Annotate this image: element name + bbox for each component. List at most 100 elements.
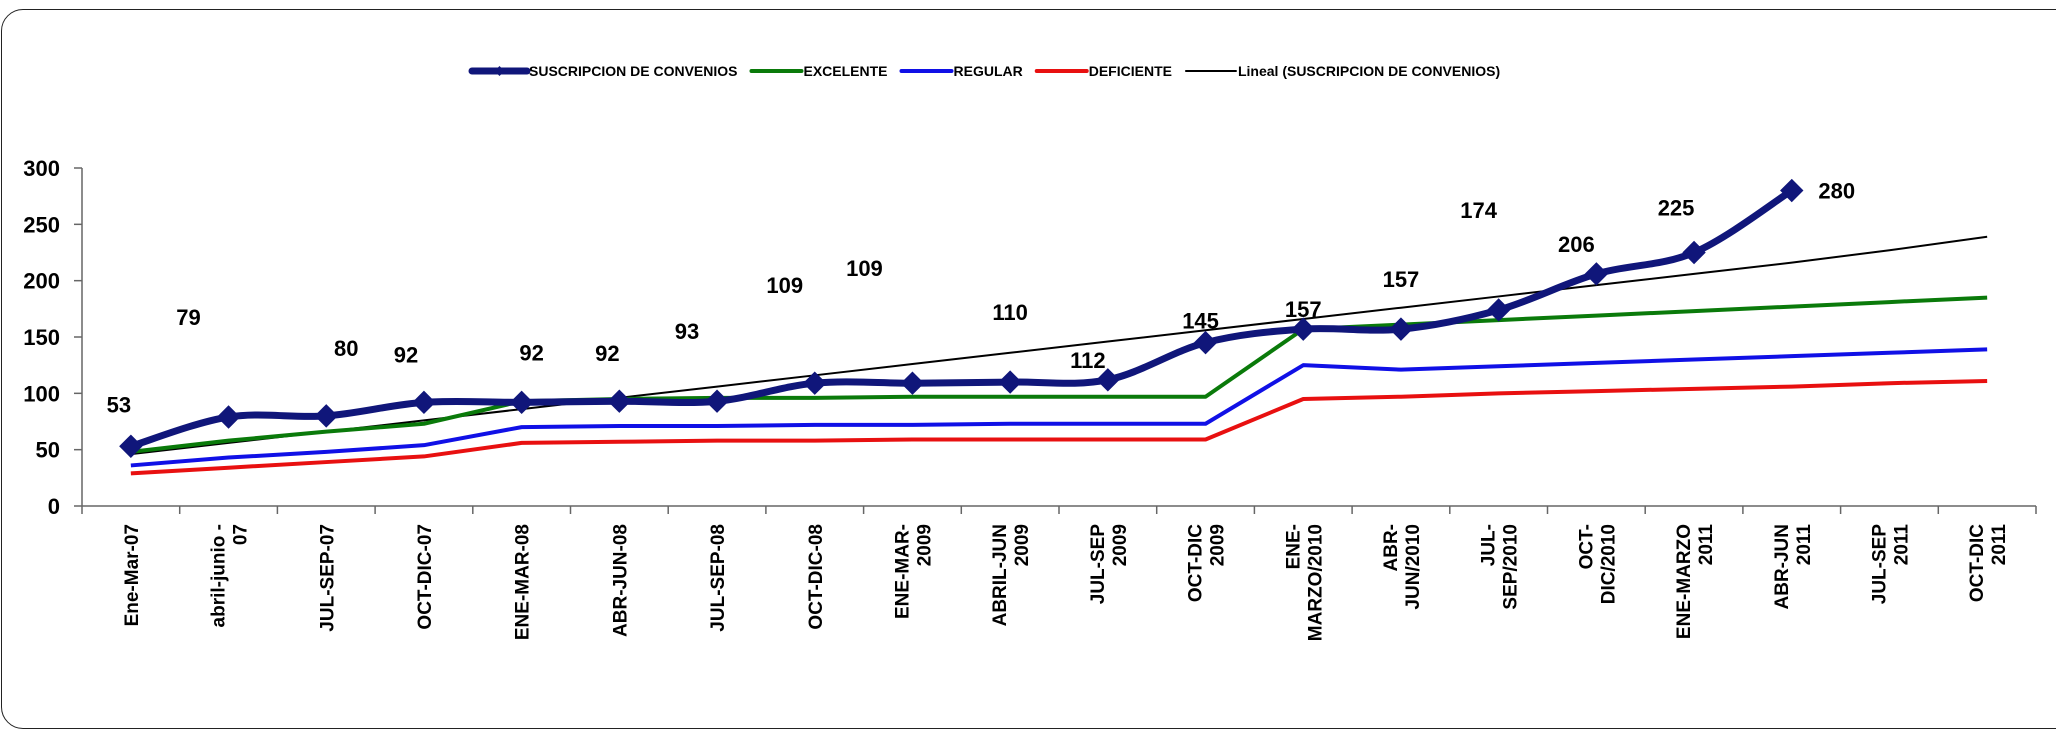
x-tick-label-line: ENE-MAR- (892, 524, 913, 619)
x-tick-label-line: JUN/2010 (1403, 524, 1424, 610)
data-point-marker (412, 390, 436, 415)
legend-marker (494, 66, 505, 76)
data-point-marker (1780, 178, 1804, 203)
data-labels: 53 79 80 92 92 92 93 109 109 110 112 145 157 157 174 20… (107, 179, 1856, 418)
x-tick-label-line: abril-junio - (209, 524, 230, 627)
x-tick-label-line: ENE- (1283, 524, 1304, 569)
x-tick-label-line: 2009 (1208, 524, 1229, 566)
x-tick-label: ENE-MAR-08 (513, 524, 534, 640)
data-label: 92 (394, 342, 418, 367)
series-line-regular (130, 347, 1988, 468)
x-tick-label-line: ABR- (1381, 524, 1402, 572)
x-tick-label-line: ENE-MAR-08 (513, 524, 534, 640)
x-tick-label-line: DIC/2010 (1598, 524, 1619, 604)
x-tick-label-line: ENE-MARZO (1674, 524, 1695, 639)
x-tick-label: OCT-DIC2011 (1967, 524, 2010, 603)
x-tick-label-line: 2011 (1989, 524, 2010, 566)
x-tick-label-line: ABR-JUN (1772, 524, 1793, 610)
data-label: 157 (1383, 267, 1420, 292)
line-chart: SUSCRIPCION DE CONVENIOS EXCELENTE REGULAR… (23, 63, 2037, 641)
data-label: 206 (1558, 232, 1595, 257)
x-axis: Ene-Mar-07 abril-junio -07 JUL-SEP-07 OCT-D… (81, 505, 2037, 641)
data-point-marker (1682, 240, 1706, 265)
x-tick-label-line: 2011 (1696, 524, 1717, 566)
data-point-marker (607, 389, 632, 413)
x-tick-label: ABR-JUN/2010 (1381, 524, 1424, 610)
data-point-marker (119, 434, 143, 458)
x-tick-label-line: JUL- (1479, 524, 1500, 566)
data-label: 225 (1658, 196, 1695, 221)
data-point-marker (1291, 317, 1315, 341)
x-tick-label: Ene-Mar-07 (122, 524, 143, 626)
y-tick-label: 50 (36, 438, 60, 463)
x-tick-label: JUL-SEP-07 (317, 524, 338, 632)
x-tick-label-line: JUL-SEP (1869, 524, 1890, 605)
x-tick-label-line: OCT-DIC-08 (806, 524, 827, 630)
data-point-marker (900, 371, 925, 395)
x-tick-label: ABRIL-JUN2009 (990, 524, 1033, 626)
x-tick-label: abril-junio -07 (209, 524, 252, 627)
x-tick-label-line: Ene-Mar-07 (122, 524, 143, 626)
data-point-marker (1486, 298, 1511, 322)
data-point-marker (998, 370, 1022, 394)
x-tick-label: OCT-DIC2009 (1186, 524, 1229, 602)
x-tick-label-line: JUL-SEP-08 (708, 524, 729, 632)
legend-label-excelente: EXCELENTE (803, 63, 887, 79)
data-label: 92 (519, 340, 543, 365)
x-tick-label-line: JUL-SEP-07 (317, 524, 338, 632)
y-tick-label: 150 (23, 325, 60, 350)
x-tick-label: OCT-DIC/2010 (1576, 524, 1619, 604)
y-tick-label: 250 (23, 212, 60, 237)
x-tick-label: OCT-DIC-08 (806, 524, 827, 630)
y-tick-label: 200 (23, 269, 60, 294)
data-label: 53 (107, 392, 131, 417)
x-tick-label: JUL-SEP2009 (1088, 524, 1131, 605)
data-label: 92 (595, 341, 619, 366)
data-label: 79 (176, 305, 200, 330)
legend-label-deficiente: DEFICIENTE (1089, 63, 1172, 79)
data-point-marker (216, 405, 241, 429)
x-tick-label: JUL-SEP-08 (708, 524, 729, 632)
legend-label-regular: REGULAR (954, 63, 1023, 79)
x-tick-label: OCT-DIC-07 (415, 524, 436, 630)
data-point-marker (509, 390, 534, 415)
data-point-marker (705, 389, 729, 413)
data-label: 145 (1182, 309, 1219, 334)
data-label: 93 (675, 319, 699, 344)
legend: SUSCRIPCION DE CONVENIOS EXCELENTE REGULAR… (468, 63, 1500, 79)
data-label: 80 (334, 336, 358, 361)
x-tick-label-line: 2009 (1012, 524, 1033, 566)
data-label: 109 (846, 256, 883, 281)
x-tick-label-line: JUL-SEP (1088, 524, 1109, 605)
data-label: 109 (766, 273, 803, 298)
x-tick-label-line: OCT-DIC (1967, 524, 1988, 602)
x-tick-label-line: ABR-JUN-08 (610, 524, 631, 637)
x-tick-label: ENE-MARZO/2010 (1283, 524, 1326, 641)
y-tick-label: 100 (23, 381, 60, 406)
series-line-excelente (130, 295, 1988, 454)
data-label: 110 (992, 300, 1028, 325)
x-tick-label: ENE-MAR-2009 (892, 524, 935, 619)
x-tick-label-line: OCT-DIC (1186, 524, 1207, 602)
data-point-marker (1193, 330, 1218, 355)
x-tick-label-line: 07 (231, 524, 252, 545)
x-tick-label-line: OCT-DIC-07 (415, 524, 436, 630)
x-tick-label: ABR-JUN2011 (1772, 524, 1815, 610)
x-tick-label: ABR-JUN-08 (610, 524, 631, 637)
data-point-marker (1389, 317, 1413, 341)
x-tick-label-line: SEP/2010 (1501, 524, 1522, 610)
data-label: 280 (1818, 179, 1855, 204)
series-line-deficiente (130, 378, 1988, 476)
y-axis: 0 50 100 150 200 250 300 (23, 156, 83, 519)
x-tick-label-line: MARZO/2010 (1305, 524, 1326, 641)
y-tick-label: 0 (48, 494, 60, 519)
x-tick-label-line: OCT- (1576, 524, 1597, 569)
x-tick-label-line: ABRIL-JUN (990, 524, 1011, 626)
x-tick-label: JUL-SEP/2010 (1479, 524, 1522, 610)
legend-label-lineal-suscripcion-de-convenios: Lineal (SUSCRIPCION DE CONVENIOS) (1238, 63, 1500, 79)
x-tick-label-line: 2011 (1794, 524, 1815, 566)
data-label: 157 (1285, 297, 1322, 322)
x-tick-label-line: 2009 (914, 524, 935, 566)
data-point-marker (803, 371, 827, 395)
x-tick-label-line: 2011 (1891, 524, 1912, 566)
